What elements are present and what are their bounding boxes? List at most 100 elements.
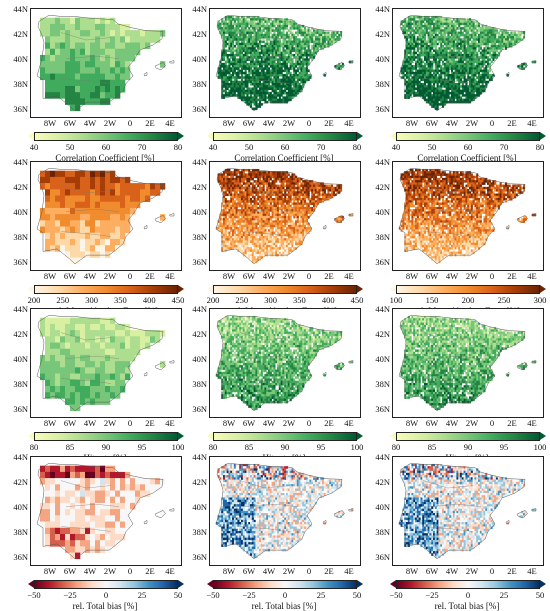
raster-cell <box>460 96 463 99</box>
raster-cell <box>510 36 513 39</box>
raster-cell <box>287 198 290 201</box>
raster-cell <box>257 76 260 79</box>
raster-cell <box>259 94 262 97</box>
raster-cell <box>433 38 436 41</box>
raster-cell <box>461 91 464 95</box>
raster-cell <box>250 89 253 93</box>
raster-cell <box>311 198 314 201</box>
raster-cell <box>514 40 517 44</box>
raster-cell <box>479 27 482 30</box>
raster-cell <box>300 51 303 55</box>
raster-cell <box>318 40 321 44</box>
raster-cell <box>95 251 101 258</box>
raster-cell <box>232 71 235 75</box>
raster-cell <box>289 184 292 188</box>
raster-cell <box>278 24 281 28</box>
raster-cell <box>289 56 292 59</box>
raster-cell <box>293 209 296 212</box>
raster-cell <box>120 176 126 184</box>
raster-cell <box>233 94 236 97</box>
raster-cell <box>418 80 421 84</box>
raster-cell <box>442 38 445 41</box>
raster-cell <box>436 85 439 88</box>
raster-cell <box>241 175 244 179</box>
raster-cell <box>224 45 227 48</box>
raster-cell <box>422 91 425 95</box>
raster-cell <box>75 42 81 50</box>
raster-cell <box>413 78 416 82</box>
raster-cell <box>246 94 249 97</box>
raster-cell <box>302 47 305 50</box>
raster-cell <box>282 193 285 197</box>
raster-cell <box>70 170 76 178</box>
raster-cell <box>322 198 325 201</box>
raster-cell <box>425 71 428 75</box>
raster-cell <box>232 69 235 73</box>
raster-cell <box>237 67 240 70</box>
raster-cell <box>224 74 227 77</box>
raster-cell <box>242 198 245 201</box>
raster-cell <box>416 31 419 35</box>
raster-cell <box>411 82 414 86</box>
raster-cell <box>244 202 247 205</box>
raster-cell <box>284 85 287 88</box>
raster-cell <box>262 204 265 208</box>
raster-cell <box>449 47 452 50</box>
raster-cell <box>253 18 256 21</box>
raster-cell <box>223 89 226 93</box>
raster-cell <box>259 78 262 82</box>
colorbar-extend-max <box>540 132 546 140</box>
raster-cell <box>512 31 515 35</box>
raster-cell <box>259 85 262 88</box>
raster-cell <box>461 60 464 64</box>
raster-cell <box>416 85 419 88</box>
raster-cell <box>275 184 278 188</box>
raster-cell <box>456 40 459 44</box>
raster-cell <box>447 85 450 88</box>
raster-cell <box>248 29 251 32</box>
raster-cell <box>307 38 310 41</box>
raster-cell <box>447 60 450 64</box>
raster-cell <box>442 69 445 73</box>
raster-cell <box>434 58 437 61</box>
raster-cell <box>269 204 272 208</box>
raster-cell <box>241 180 244 183</box>
raster-cell <box>246 15 249 19</box>
raster-cell <box>485 38 488 41</box>
raster-cell <box>411 33 414 37</box>
raster-cell <box>422 42 425 46</box>
raster-cell <box>296 58 299 61</box>
raster-cell <box>461 49 464 52</box>
raster-cell <box>492 29 495 32</box>
raster-cell <box>461 82 464 86</box>
raster-cell <box>226 76 229 79</box>
raster-cell <box>268 182 271 185</box>
raster-cell <box>226 202 229 205</box>
raster-cell <box>425 42 428 46</box>
raster-cell <box>425 69 428 73</box>
raster-cell <box>454 82 457 86</box>
raster-cell <box>454 20 457 23</box>
raster-cell <box>251 177 254 181</box>
raster-cell <box>438 47 441 50</box>
colorbar-extend-min <box>28 132 34 140</box>
raster-cell <box>228 33 231 37</box>
raster-cell <box>508 33 511 37</box>
raster-cell <box>271 182 274 185</box>
raster-cell <box>232 189 235 192</box>
raster-cell <box>505 38 508 41</box>
raster-cell <box>465 33 468 37</box>
raster-cell <box>253 202 256 205</box>
raster-cell <box>474 80 477 84</box>
raster-cell <box>95 183 101 190</box>
raster-cell <box>488 40 491 44</box>
raster-cell <box>478 24 481 28</box>
raster-cell <box>85 42 91 50</box>
raster-cell <box>322 31 325 35</box>
raster-cell <box>487 40 490 44</box>
basin-borders <box>239 32 299 84</box>
raster-cell <box>483 53 486 57</box>
raster-cell <box>85 61 91 68</box>
raster-cell <box>318 182 321 185</box>
raster-cell <box>289 91 292 95</box>
